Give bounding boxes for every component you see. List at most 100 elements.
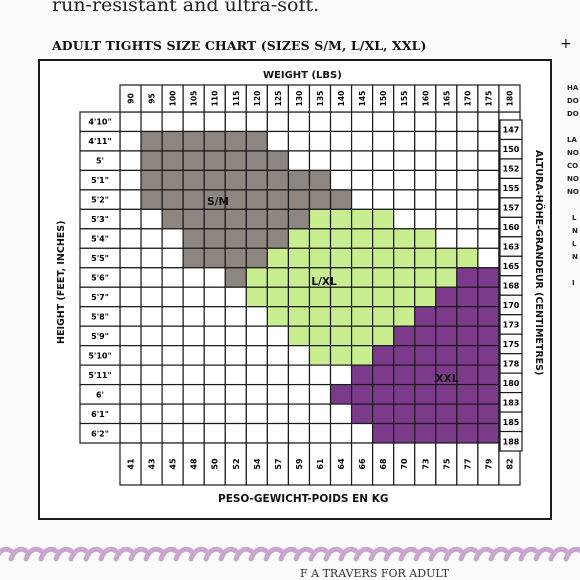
grid-cell (477, 325, 500, 347)
rope-twist (38, 546, 59, 562)
side-fragment-text: N (572, 253, 578, 261)
grid-cell (435, 286, 458, 308)
grid-cell (350, 150, 374, 172)
grid-cell (477, 228, 500, 249)
weight-lbs-label: 130 (295, 91, 304, 107)
height-ft-label: 5'10" (88, 351, 111, 360)
grid-cell (140, 422, 163, 444)
height-ft-label: 5'3" (91, 215, 109, 224)
grid-cell (182, 150, 205, 172)
grid-cell (456, 247, 479, 269)
grid-cell (119, 130, 142, 152)
rope-twist (308, 546, 329, 562)
rope-twist (563, 546, 580, 562)
grid-cell (477, 189, 500, 210)
weight-lbs-label: 140 (337, 91, 346, 107)
grid-cell (245, 267, 268, 288)
grid-cell (372, 228, 395, 249)
header-text: run-resistant and ultra-soft. (52, 0, 320, 16)
side-fragment-text: CO (567, 162, 579, 170)
rope-twist (83, 546, 104, 562)
weight-kg-label: 45 (169, 458, 178, 470)
grid-cell (161, 306, 184, 327)
grid-cell (119, 111, 142, 133)
rope-twist (443, 546, 464, 562)
grid-cell (308, 422, 332, 444)
weight-lbs-label: 160 (421, 91, 430, 107)
height-ft-label: 4'11" (88, 137, 111, 146)
side-fragment-text: L (572, 214, 577, 222)
grid-cell (393, 403, 416, 425)
grid-cell (182, 422, 205, 444)
grid-cell (435, 403, 458, 425)
grid-cell (393, 228, 416, 249)
grid-cell (456, 403, 479, 425)
grid-cell (329, 208, 353, 230)
side-fragment-text: LA (567, 136, 577, 144)
grid-cell (140, 150, 163, 172)
grid-cell (245, 383, 268, 405)
grid-cell (477, 383, 500, 405)
rope-twist (218, 546, 239, 562)
grid-cell (350, 383, 374, 405)
grid-cell (477, 130, 500, 152)
grid-cell (245, 422, 268, 444)
grid-cell (224, 422, 247, 444)
height-ft-cell (79, 422, 121, 444)
grid-cell (456, 111, 479, 133)
weight-lbs-label: 120 (253, 91, 262, 107)
grid-cell (372, 325, 395, 347)
grid-cell (182, 364, 205, 386)
grid-cell (140, 247, 163, 269)
grid-cell (456, 325, 479, 347)
rope-twist (113, 546, 134, 562)
grid-cell (287, 267, 311, 288)
weight-lbs-label: 105 (190, 91, 199, 107)
grid-cell (266, 208, 290, 230)
grid-cell (329, 228, 353, 249)
grid-cell (140, 286, 163, 308)
side-fragment-text: NO (567, 188, 579, 196)
grid-cell (287, 228, 311, 249)
grid-cell (224, 150, 247, 172)
weight-lbs-label: 180 (505, 91, 514, 107)
grid-cell (372, 403, 395, 425)
grid-cell (182, 169, 205, 191)
height-ft-label: 5'4" (91, 235, 109, 244)
side-fragment-text: HA (567, 84, 579, 92)
grid-cell (287, 383, 311, 405)
height-cm-label: 163 (503, 243, 520, 252)
grid-cell (372, 111, 395, 133)
grid-cell (329, 345, 353, 366)
grid-cell (435, 130, 458, 152)
height-ft-label: 5' (96, 157, 104, 166)
grid-cell (393, 325, 416, 347)
height-cm-label: 168 (503, 282, 520, 291)
grid-cell (456, 383, 479, 405)
grid-cell (182, 267, 205, 288)
grid-cell (245, 111, 268, 133)
grid-cell (456, 364, 479, 386)
grid-cell (456, 422, 479, 444)
height-ft-label: 5'11" (88, 371, 111, 380)
weight-kg-label: 79 (484, 458, 493, 470)
grid-cell (119, 306, 142, 327)
grid-cell (308, 364, 332, 386)
grid-cell (329, 130, 353, 152)
grid-cell (245, 228, 268, 249)
weight-lbs-label: 125 (274, 91, 283, 107)
grid-cell (435, 345, 458, 366)
grid-cell (372, 345, 395, 366)
grid-cell (266, 247, 290, 269)
grid-cell (140, 111, 163, 133)
grid-cell (245, 306, 268, 327)
grid-cell (266, 228, 290, 249)
grid-cell (224, 130, 247, 152)
grid-cell (435, 247, 458, 269)
grid-cell (393, 286, 416, 308)
side-fragment-text: DO (567, 110, 579, 118)
grid-cell (266, 267, 290, 288)
weight-lbs-label: 165 (442, 91, 451, 107)
grid-cell (456, 169, 479, 191)
grid-cell (456, 189, 479, 210)
